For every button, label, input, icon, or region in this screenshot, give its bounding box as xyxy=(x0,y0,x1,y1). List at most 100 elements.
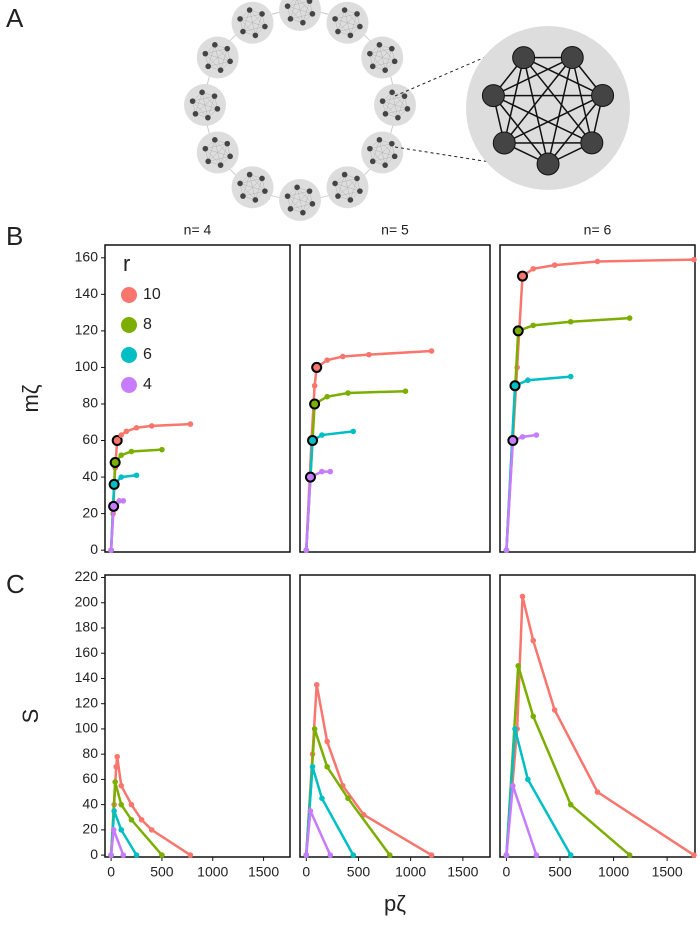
edge xyxy=(385,92,393,114)
y-tick-label: 100 xyxy=(75,358,99,374)
facet-title: n= 5 xyxy=(381,222,409,238)
x-tick-label: 500 xyxy=(548,864,572,880)
point xyxy=(303,852,310,858)
edge xyxy=(369,143,392,149)
point xyxy=(324,357,330,363)
point xyxy=(567,801,574,808)
node xyxy=(202,50,209,57)
point xyxy=(691,852,697,858)
point xyxy=(594,789,601,795)
point xyxy=(118,452,125,458)
edge xyxy=(337,9,345,32)
point xyxy=(533,432,540,438)
node xyxy=(306,0,313,4)
node xyxy=(306,188,313,194)
y-tick-label: 140 xyxy=(75,669,99,685)
point xyxy=(112,779,118,785)
legend-title: r xyxy=(123,251,130,276)
edge xyxy=(547,57,573,165)
point xyxy=(159,852,165,858)
legend-key xyxy=(121,317,137,333)
node xyxy=(389,140,395,147)
plot-frame xyxy=(104,574,291,858)
point xyxy=(133,852,140,858)
edge xyxy=(290,0,297,19)
edge xyxy=(384,48,393,71)
point xyxy=(120,852,127,858)
point xyxy=(319,432,325,438)
legend-label: 4 xyxy=(143,376,152,393)
edge xyxy=(302,191,310,213)
node xyxy=(357,23,363,30)
x-tick-label: 500 xyxy=(347,864,371,880)
node xyxy=(237,180,243,187)
facet-title: n= 6 xyxy=(584,222,612,238)
point xyxy=(319,468,325,475)
edge xyxy=(369,48,392,54)
node xyxy=(202,145,209,152)
node xyxy=(347,32,354,39)
node xyxy=(205,114,211,121)
node xyxy=(259,175,265,182)
plot-frame xyxy=(299,574,491,858)
point xyxy=(113,763,119,770)
point xyxy=(309,763,316,770)
y-tick-label: 60 xyxy=(82,770,98,786)
point xyxy=(120,498,127,504)
point xyxy=(133,424,140,431)
point xyxy=(530,322,537,329)
node xyxy=(252,32,259,39)
node xyxy=(309,11,316,17)
edge xyxy=(207,96,215,118)
node xyxy=(376,137,383,143)
point xyxy=(402,388,409,394)
point xyxy=(345,795,351,802)
y-axis-title: S xyxy=(18,709,43,724)
point xyxy=(319,795,325,802)
point xyxy=(128,801,135,808)
node xyxy=(300,19,306,26)
highlight-point xyxy=(512,325,524,337)
node xyxy=(284,193,291,199)
highlight-point xyxy=(108,500,120,512)
edge xyxy=(195,92,203,114)
edge xyxy=(290,187,298,209)
node xyxy=(560,46,584,70)
point xyxy=(530,713,537,720)
edge xyxy=(208,48,228,67)
edge xyxy=(350,13,358,36)
point xyxy=(512,726,518,732)
point xyxy=(311,726,318,732)
node xyxy=(389,45,395,52)
plot-frame xyxy=(499,244,696,553)
point xyxy=(327,468,334,475)
point xyxy=(386,852,393,858)
edge xyxy=(372,143,392,162)
point xyxy=(533,852,540,858)
edge xyxy=(493,94,593,144)
y-tick-label: 40 xyxy=(82,795,98,811)
point xyxy=(187,852,194,858)
point xyxy=(108,547,114,553)
point xyxy=(116,498,123,504)
point xyxy=(691,256,697,263)
edge xyxy=(242,178,263,197)
edge xyxy=(337,178,358,197)
y-tick-label: 180 xyxy=(75,619,99,635)
node xyxy=(341,7,348,13)
node xyxy=(262,188,268,194)
node xyxy=(212,137,218,143)
node xyxy=(189,98,196,104)
node xyxy=(369,63,376,70)
node xyxy=(389,89,395,96)
x-tick-label: 1000 xyxy=(395,864,426,880)
point xyxy=(108,852,114,858)
node xyxy=(227,58,233,65)
point xyxy=(567,852,574,858)
point xyxy=(118,474,125,480)
node xyxy=(382,162,388,168)
node xyxy=(227,153,233,160)
node xyxy=(401,93,408,99)
y-tick-label: 0 xyxy=(90,846,98,862)
y-tick-label: 40 xyxy=(82,468,98,484)
